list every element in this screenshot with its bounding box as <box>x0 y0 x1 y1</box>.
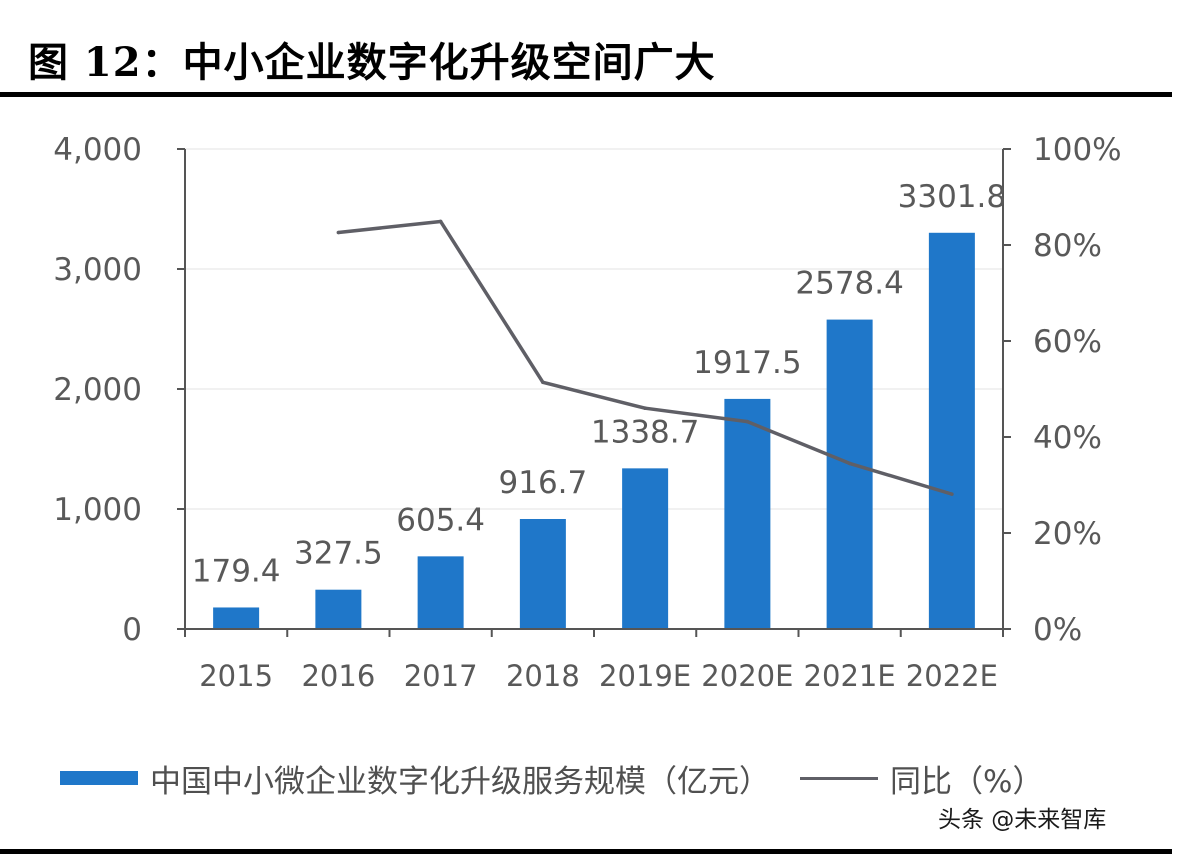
bar-data-label: 2578.4 <box>795 266 903 302</box>
growth-point-2021E <box>847 461 852 466</box>
growth-point-2022E <box>950 492 954 496</box>
figure-title: 图 12：中小企业数字化升级空间广大 <box>28 39 716 86</box>
axes-layer <box>177 148 1011 637</box>
x-tick-label: 2021E <box>804 659 896 693</box>
y-left-tick-label: 4,000 <box>53 132 142 168</box>
growth-point-2018 <box>541 380 545 385</box>
bottom-rule <box>0 849 1172 854</box>
labels-layer: 0 1,000 2,000 3,000 4,000 0% 20% 40% 60% 80% 100% 2… <box>53 132 1121 693</box>
growth-point-2016 <box>336 230 341 235</box>
bar-2017 <box>417 556 464 629</box>
y-left-tick-label: 1,000 <box>53 492 142 528</box>
bar-2021E <box>826 319 873 629</box>
title-rule <box>0 92 1172 97</box>
y-right-tick-label: 0% <box>1033 612 1082 648</box>
bar-2018 <box>519 518 566 629</box>
watermark: 头条 @未来智库 <box>938 807 1107 833</box>
bar-data-label: 605.4 <box>396 502 485 538</box>
y-right-tick-label: 20% <box>1033 516 1102 552</box>
legend-bar-swatch <box>60 771 138 785</box>
legend-line-swatch <box>800 776 878 780</box>
legend-line-label: 同比（%） <box>890 763 1044 800</box>
bar-2016 <box>315 589 362 629</box>
bar-data-label: 179.4 <box>192 553 281 589</box>
bar-data-label: 3301.8 <box>898 179 1006 215</box>
bar-data-label: 1338.7 <box>591 414 699 450</box>
x-tick-label: 2017 <box>404 659 478 693</box>
bar-data-label: 1917.5 <box>693 345 801 381</box>
y-left-tick-label: 2,000 <box>53 372 142 408</box>
growth-point-2020E <box>745 419 750 424</box>
y-left-tick-label: 3,000 <box>53 252 142 288</box>
bar-2020E <box>724 398 771 629</box>
x-tick-label: 2022E <box>906 659 998 693</box>
y-right-tick-label: 80% <box>1033 228 1102 264</box>
legend: 中国中小微企业数字化升级服务规模（亿元） 同比（%） <box>60 756 1043 800</box>
x-tick-label: 2015 <box>199 659 273 693</box>
y-right-tick-label: 40% <box>1033 420 1102 456</box>
legend-bar-label: 中国中小微企业数字化升级服务规模（亿元） <box>150 763 770 800</box>
bars-layer <box>213 232 975 629</box>
bar-2022E <box>928 232 975 629</box>
x-tick-label: 2018 <box>506 659 580 693</box>
growth-point-2019E <box>643 406 647 411</box>
bar-data-label: 916.7 <box>499 465 588 501</box>
x-tick-label: 2019E <box>599 659 691 693</box>
x-tick-label: 2016 <box>301 659 375 693</box>
bar-2019E <box>622 468 669 629</box>
bar-2015 <box>213 607 260 629</box>
bar-data-label: 327.5 <box>294 536 383 572</box>
grid-layer <box>185 148 1003 510</box>
line-layer <box>336 219 954 496</box>
x-tick-label: 2020E <box>701 659 793 693</box>
y-right-tick-label: 100% <box>1033 132 1122 168</box>
growth-point-2017 <box>438 219 443 224</box>
y-left-tick-label: 0 <box>122 612 142 648</box>
y-right-tick-label: 60% <box>1033 324 1102 360</box>
